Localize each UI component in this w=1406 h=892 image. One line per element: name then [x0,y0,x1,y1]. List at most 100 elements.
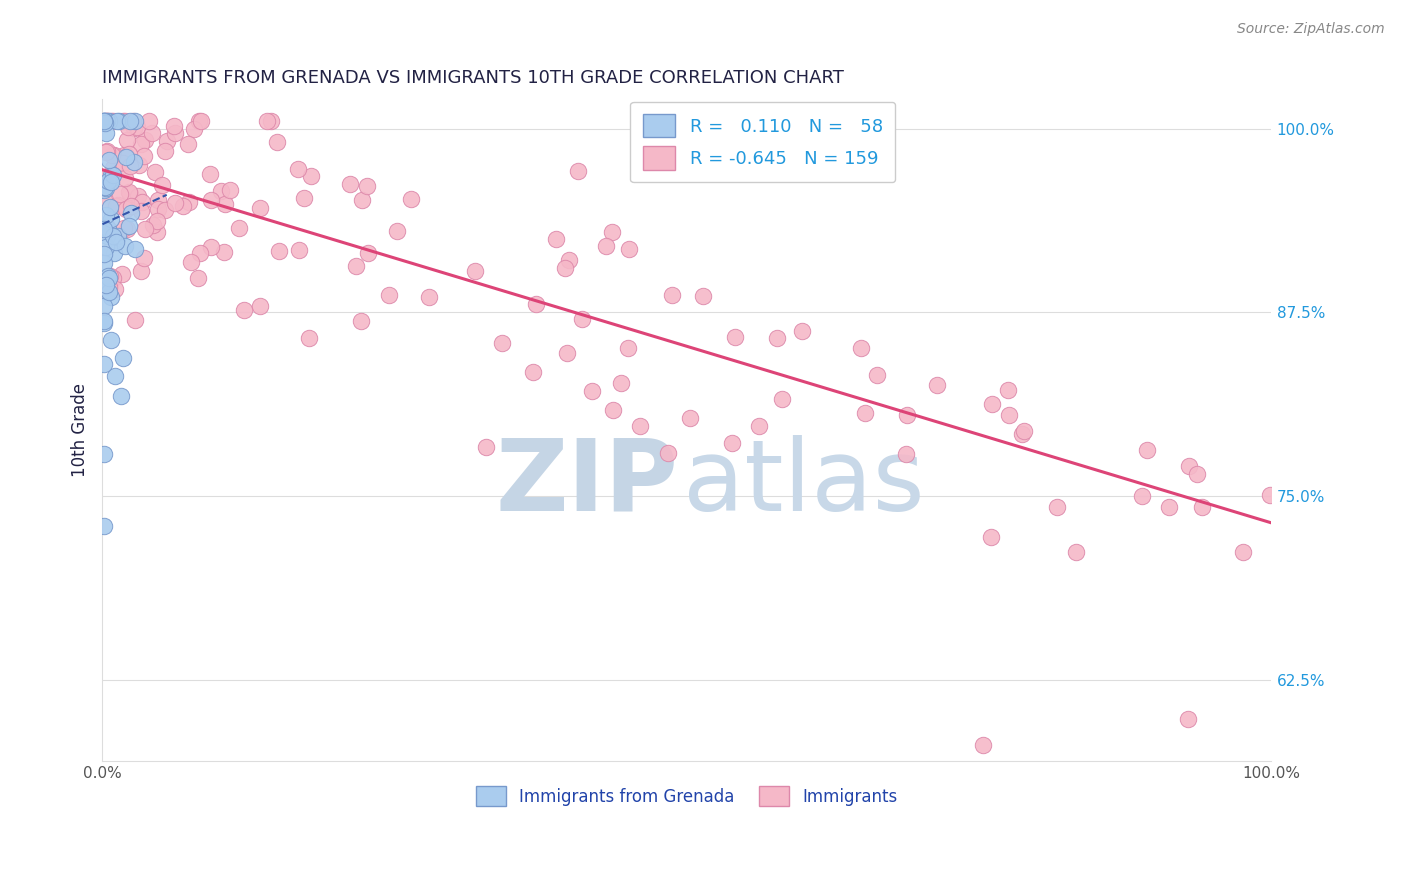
Point [129,137,152,152]
Point [356,178,378,193]
Point [112,148,135,162]
Point [198,167,221,181]
Point [997,384,1019,398]
Point [107,229,129,244]
Point [94,114,117,128]
Point [720,436,742,450]
Point [93,114,115,128]
Point [93,193,115,207]
Point [114,202,136,216]
Point [260,114,283,128]
Point [183,121,205,136]
Point [118,147,141,161]
Point [96,114,118,128]
Point [163,196,186,211]
Point [111,267,134,281]
Point [661,287,683,301]
Point [657,446,679,460]
Point [97,268,120,283]
Point [209,185,232,199]
Point [256,114,278,128]
Point [122,155,145,169]
Point [212,245,235,260]
Point [93,519,115,533]
Point [94,145,117,160]
Point [96,114,118,128]
Point [107,198,129,212]
Point [112,221,135,235]
Point [998,408,1021,422]
Point [125,120,148,134]
Point [96,179,118,194]
Point [96,219,118,234]
Point [557,346,579,360]
Point [617,242,640,256]
Point [108,114,131,128]
Point [100,175,122,189]
Point [93,115,115,129]
Point [187,271,209,285]
Point [491,336,513,351]
Point [104,368,127,383]
Point [115,150,138,164]
Point [96,114,118,128]
Point [129,204,152,219]
Point [153,203,176,218]
Point [124,243,146,257]
Point [124,313,146,327]
Point [163,119,186,133]
Point [122,114,145,128]
Point [770,392,793,407]
Point [179,254,201,268]
Point [200,240,222,254]
Point [187,114,209,128]
Point [94,277,117,292]
Point [792,325,814,339]
Point [692,288,714,302]
Point [418,290,440,304]
Point [141,126,163,140]
Point [127,189,149,203]
Point [150,178,173,192]
Point [98,114,121,128]
Point [117,120,139,135]
Point [100,268,122,283]
Point [132,149,155,163]
Point [292,191,315,205]
Point [118,219,141,234]
Point [617,341,640,355]
Point [134,133,156,147]
Point [188,246,211,260]
Point [352,193,374,207]
Point [93,358,115,372]
Point [522,365,544,379]
Point [100,171,122,186]
Point [94,180,117,194]
Point [101,168,124,182]
Point [101,147,124,161]
Point [628,419,651,434]
Point [894,447,917,461]
Point [571,311,593,326]
Point [120,114,142,128]
Point [1014,425,1036,439]
Point [853,406,876,420]
Point [233,302,256,317]
Point [93,114,115,128]
Point [1064,545,1087,559]
Point [177,136,200,151]
Point [134,222,156,236]
Point [96,145,118,159]
Point [104,282,127,296]
Point [214,197,236,211]
Point [218,183,240,197]
Point [299,169,322,183]
Point [114,170,136,185]
Point [100,290,122,304]
Point [97,174,120,188]
Point [96,229,118,244]
Point [163,126,186,140]
Point [93,221,115,235]
Point [93,114,115,128]
Point [287,161,309,176]
